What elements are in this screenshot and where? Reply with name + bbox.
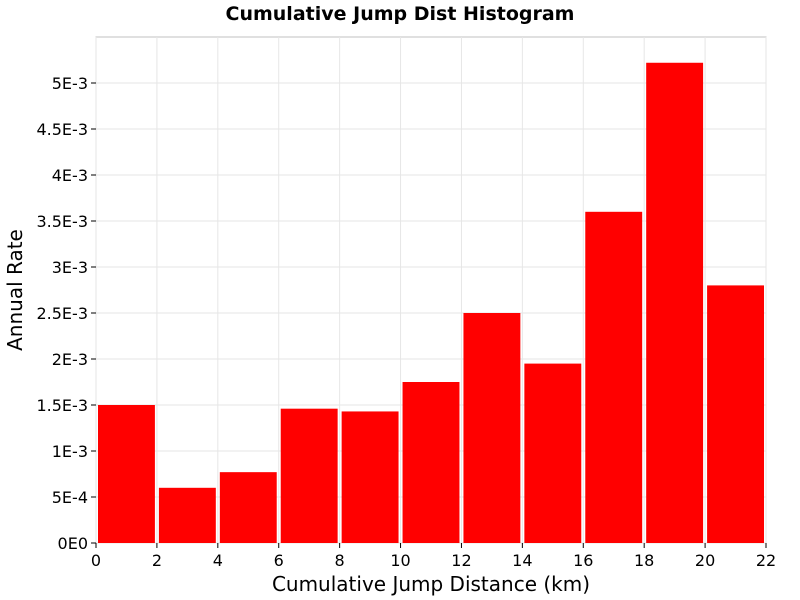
x-tick-label: 0 xyxy=(91,551,101,570)
y-tick-label: 5E-4 xyxy=(52,488,88,507)
y-tick-label: 5E-3 xyxy=(52,74,88,93)
x-axis-ticks: 0 2 4 6 8 10 12 14 16 18 20 22 xyxy=(91,543,776,570)
x-tick-label: 6 xyxy=(274,551,284,570)
bar-10 xyxy=(707,285,764,543)
bar-5 xyxy=(402,382,460,543)
y-tick-label: 1.5E-3 xyxy=(36,396,88,415)
bar-6 xyxy=(463,313,521,543)
bar-8 xyxy=(585,211,643,544)
y-tick-label: 3E-3 xyxy=(52,258,88,277)
bar-9 xyxy=(646,62,704,543)
x-tick-label: 20 xyxy=(695,551,715,570)
x-tick-label: 18 xyxy=(634,551,654,570)
x-tick-label: 2 xyxy=(152,551,162,570)
y-tick-label: 0E0 xyxy=(58,534,88,553)
x-tick-label: 8 xyxy=(335,551,345,570)
x-axis-label: Cumulative Jump Distance (km) xyxy=(272,572,590,596)
x-tick-label: 10 xyxy=(390,551,410,570)
chart-title: Cumulative Jump Dist Histogram xyxy=(226,3,575,25)
bar-7 xyxy=(524,363,582,543)
bar-0 xyxy=(98,405,155,543)
bar-2 xyxy=(219,472,277,543)
y-tick-label: 2E-3 xyxy=(52,350,88,369)
bars xyxy=(98,62,764,544)
x-tick-label: 16 xyxy=(573,551,593,570)
y-tick-label: 4E-3 xyxy=(52,166,88,185)
y-tick-label: 1E-3 xyxy=(52,442,88,461)
y-tick-label: 2.5E-3 xyxy=(36,304,88,323)
x-tick-label: 12 xyxy=(451,551,471,570)
y-tick-label: 4.5E-3 xyxy=(36,120,88,139)
x-tick-label: 14 xyxy=(512,551,532,570)
y-axis-ticks: 0E0 5E-4 1E-3 1.5E-3 2E-3 2.5E-3 3E-3 3.5E-3 4E-… xyxy=(36,74,96,553)
y-tick-label: 3.5E-3 xyxy=(36,212,88,231)
bar-1 xyxy=(158,487,216,543)
bar-4 xyxy=(341,411,399,543)
bar-3 xyxy=(280,408,338,543)
x-tick-label: 22 xyxy=(756,551,776,570)
x-tick-label: 4 xyxy=(213,551,223,570)
y-axis-label: Annual Rate xyxy=(3,229,27,351)
